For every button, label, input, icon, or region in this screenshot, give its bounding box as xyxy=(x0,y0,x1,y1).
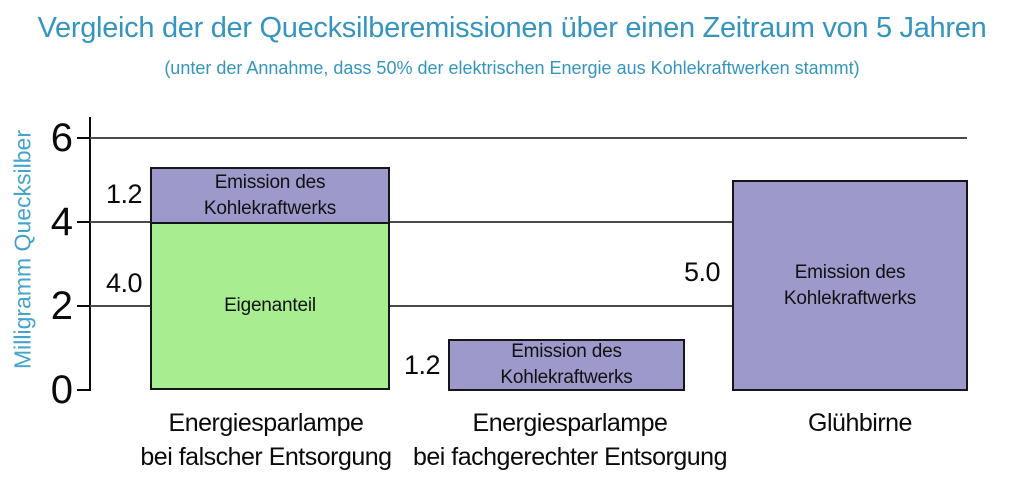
gridline-2 xyxy=(90,305,967,307)
bar3-category-label: Glühbirne xyxy=(660,406,1024,440)
bar1-category-label: Energiesparlampe bei falscher Entsorgung xyxy=(66,406,466,474)
y-tick-label-2: 2 xyxy=(50,284,73,328)
y-tick-2 xyxy=(77,305,90,307)
gridline-6 xyxy=(90,137,967,139)
y-tick-6 xyxy=(77,137,90,139)
bar1-eigenanteil-segment: Eigenanteil xyxy=(150,222,390,390)
y-tick-label-0: 0 xyxy=(50,368,73,412)
bar2-category-line1: Energiesparlampe xyxy=(472,409,668,437)
bar3-emission-segment: Emission des Kohlekraftwerks xyxy=(732,180,968,391)
chart-title: Vergleich der der Quecksilberemissionen … xyxy=(37,12,987,44)
y-tick-label-4: 4 xyxy=(50,200,73,244)
bar1-eigenanteil-value: 4.0 xyxy=(105,268,143,298)
y-axis-line xyxy=(89,117,91,391)
bar1-category-line1: Energiesparlampe xyxy=(168,409,364,437)
bar1-eigenanteil-label: Eigenanteil xyxy=(224,295,316,316)
bar2-emission-segment: Emission des Kohlekraftwerks xyxy=(448,339,685,391)
bar2-category-line2: bei fachgerechter Entsorgung xyxy=(413,443,728,471)
chart-subtitle: (unter der Annahme, dass 50% der elektri… xyxy=(164,58,860,78)
gridline-4 xyxy=(90,221,967,223)
bar3-emission-label-line1: Emission des xyxy=(794,261,906,283)
bar2-emission-label-line2: Kohlekraftwerks xyxy=(500,367,633,388)
bar2-emission-label-line1: Emission des xyxy=(511,341,622,362)
bar1-emission-label-line2: Kohlekraftwerks xyxy=(203,197,337,219)
y-tick-0 xyxy=(77,389,90,391)
y-tick-4 xyxy=(77,221,90,223)
bar3-category-line1: Glühbirne xyxy=(808,409,912,437)
bar1-emission-label-line1: Emission des xyxy=(214,171,326,193)
bar2-emission-value: 1.2 xyxy=(403,350,441,380)
bar2-category-label: Energiesparlampe bei fachgerechter Entso… xyxy=(370,406,770,474)
bar1-emission-value: 1.2 xyxy=(105,179,143,209)
y-tick-label-6: 6 xyxy=(50,116,73,160)
y-axis-label: Milligramm Quecksilber xyxy=(9,130,36,369)
bar1-category-line2: bei falscher Entsorgung xyxy=(140,443,392,471)
bar3-emission-value: 5.0 xyxy=(683,257,721,287)
bar1-emission-segment: Emission des Kohlekraftwerks xyxy=(150,167,390,224)
bar3-emission-label-line2: Kohlekraftwerks xyxy=(783,287,917,309)
